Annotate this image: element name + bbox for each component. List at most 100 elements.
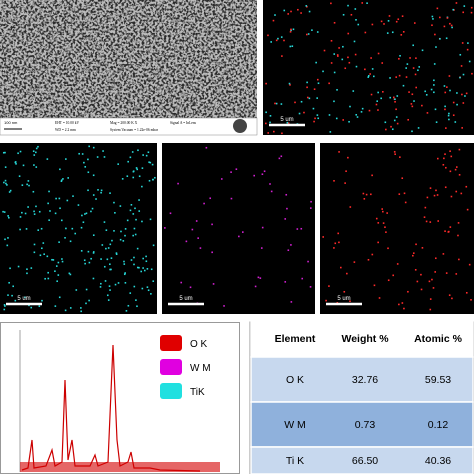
map-dot xyxy=(223,305,225,307)
map-dot xyxy=(396,95,399,97)
map-dot xyxy=(444,105,446,108)
map-dot xyxy=(410,103,413,105)
map-dot xyxy=(24,212,27,215)
map-dot xyxy=(307,33,310,35)
map-dot xyxy=(316,78,319,81)
map-dot xyxy=(32,190,35,193)
map-dot xyxy=(325,299,327,302)
table-row-bg xyxy=(250,356,474,403)
map-dot xyxy=(126,175,129,177)
map-dot xyxy=(87,189,89,192)
map-dot xyxy=(355,65,358,68)
map-dot xyxy=(115,252,118,254)
map-dot xyxy=(377,91,379,94)
map-dot xyxy=(47,271,49,274)
map-dot xyxy=(346,272,348,275)
map-dot xyxy=(141,167,144,169)
map-dot xyxy=(460,192,463,195)
map-dot xyxy=(61,258,63,260)
map-dot xyxy=(429,221,432,223)
map-dot xyxy=(314,117,316,120)
map-dot xyxy=(154,176,156,179)
map-dot xyxy=(383,23,385,25)
map-dot xyxy=(388,15,391,17)
map-dot xyxy=(104,280,107,282)
map-dot xyxy=(290,244,292,246)
map-dot xyxy=(265,122,267,125)
map-dot xyxy=(259,277,262,279)
map-dot xyxy=(38,305,41,308)
map-dot xyxy=(6,184,8,186)
map-dot xyxy=(392,96,395,99)
map-dot xyxy=(392,274,395,277)
map-dot xyxy=(281,132,283,135)
map-dot xyxy=(147,151,150,154)
sem-logo xyxy=(233,119,247,133)
map-dot xyxy=(136,266,139,269)
map-dot xyxy=(106,258,109,261)
map-dot xyxy=(456,92,458,94)
map-dot xyxy=(426,196,429,199)
map-dot xyxy=(333,53,336,55)
map-dot xyxy=(273,130,275,133)
sem-info: System Vacuum = 1.22e-06 mbar xyxy=(110,128,159,132)
map-dot xyxy=(377,241,379,244)
map-dot xyxy=(429,298,432,300)
map-dot xyxy=(408,91,410,93)
map-dot xyxy=(423,216,426,218)
table-row-bg xyxy=(250,446,474,474)
map-dot xyxy=(54,305,57,307)
map-dot xyxy=(285,193,288,196)
map-dot xyxy=(361,107,364,110)
map-dot xyxy=(355,19,357,21)
map-dot xyxy=(411,93,414,96)
map-dot xyxy=(33,164,35,166)
map-dot xyxy=(123,263,126,265)
map-dot xyxy=(398,193,401,195)
map-dot xyxy=(110,257,113,259)
map-dot xyxy=(80,250,83,252)
map-dot xyxy=(393,119,396,122)
map-dot xyxy=(149,161,152,164)
map-dot xyxy=(44,277,46,280)
map-dot xyxy=(450,155,453,158)
map-dot xyxy=(341,58,344,61)
map-dot xyxy=(315,61,317,64)
map-dot xyxy=(189,286,192,289)
map-dot xyxy=(391,128,394,131)
map-dot xyxy=(353,40,356,43)
map-dot xyxy=(257,276,260,279)
map-dot xyxy=(230,197,233,200)
map-dot xyxy=(115,253,118,255)
map-dot xyxy=(436,157,439,160)
map-dot xyxy=(426,112,429,114)
map-dot xyxy=(100,282,102,285)
map-dot xyxy=(398,74,401,77)
map-dot xyxy=(309,286,312,288)
map-dot xyxy=(146,286,149,288)
map-dot xyxy=(136,168,139,171)
map-dot xyxy=(14,299,17,302)
map-dot xyxy=(288,82,291,85)
map-dot xyxy=(450,24,453,27)
map-dot xyxy=(306,81,308,84)
map-dot xyxy=(124,282,127,284)
map-dot xyxy=(55,265,58,267)
map-dot xyxy=(290,29,292,32)
map-dot xyxy=(60,219,63,222)
sem-info-bar xyxy=(0,117,258,136)
map-dot xyxy=(466,208,469,211)
map-dot xyxy=(114,283,117,286)
map-dot xyxy=(449,226,452,228)
map-dot xyxy=(364,31,367,34)
map-dot xyxy=(109,263,111,266)
map-dot xyxy=(329,131,332,133)
map-dot xyxy=(124,234,126,237)
map-dot xyxy=(459,53,462,56)
map-dot xyxy=(67,177,69,179)
table-cell: 40.36 xyxy=(425,455,451,467)
map-dot xyxy=(397,18,400,21)
map-dot xyxy=(458,258,460,261)
map-dot xyxy=(275,39,278,42)
map-dot xyxy=(286,121,289,124)
